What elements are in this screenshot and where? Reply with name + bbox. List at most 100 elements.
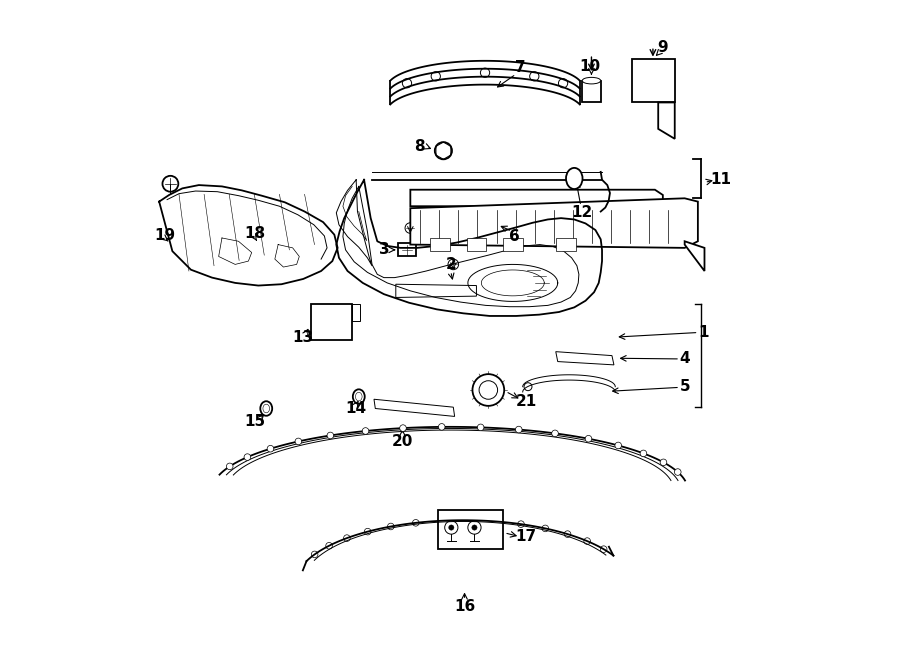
- Polygon shape: [410, 198, 698, 248]
- Polygon shape: [352, 304, 360, 321]
- Circle shape: [492, 518, 499, 525]
- Circle shape: [640, 450, 647, 457]
- Circle shape: [316, 309, 327, 319]
- Text: 4: 4: [680, 352, 690, 366]
- Text: 21: 21: [516, 394, 537, 408]
- Circle shape: [530, 71, 539, 81]
- Circle shape: [431, 71, 440, 81]
- Circle shape: [518, 521, 525, 527]
- Circle shape: [465, 517, 472, 524]
- Circle shape: [655, 81, 664, 91]
- Text: 8: 8: [414, 139, 425, 154]
- Circle shape: [316, 323, 327, 334]
- Circle shape: [388, 524, 394, 530]
- Text: 9: 9: [658, 40, 668, 55]
- Circle shape: [163, 176, 178, 192]
- Circle shape: [453, 194, 461, 202]
- Text: 10: 10: [580, 59, 600, 73]
- Circle shape: [472, 525, 477, 530]
- Bar: [398, 243, 417, 256]
- Circle shape: [400, 425, 406, 432]
- Circle shape: [655, 66, 664, 75]
- Circle shape: [405, 223, 416, 233]
- Circle shape: [524, 383, 532, 391]
- Circle shape: [332, 309, 343, 319]
- Text: 16: 16: [454, 600, 475, 614]
- Circle shape: [615, 442, 622, 449]
- Bar: [503, 238, 523, 251]
- Circle shape: [477, 424, 484, 431]
- Circle shape: [472, 374, 504, 406]
- Circle shape: [326, 543, 332, 549]
- Circle shape: [618, 194, 626, 202]
- Text: 12: 12: [572, 206, 593, 220]
- Circle shape: [486, 194, 493, 202]
- Text: 5: 5: [680, 379, 690, 394]
- Text: 17: 17: [516, 529, 536, 544]
- Bar: [556, 238, 576, 251]
- Bar: [632, 59, 675, 102]
- Circle shape: [244, 454, 251, 461]
- Circle shape: [585, 194, 593, 202]
- Text: 15: 15: [245, 414, 266, 429]
- Bar: [582, 81, 600, 102]
- Polygon shape: [556, 352, 614, 365]
- Polygon shape: [658, 102, 675, 139]
- Circle shape: [227, 463, 233, 470]
- Polygon shape: [396, 284, 476, 297]
- Text: 1: 1: [698, 325, 709, 340]
- Circle shape: [445, 521, 458, 534]
- Circle shape: [468, 521, 482, 534]
- Circle shape: [600, 546, 607, 553]
- Circle shape: [516, 426, 522, 433]
- Circle shape: [564, 531, 571, 537]
- Bar: [438, 510, 503, 549]
- Circle shape: [344, 535, 350, 541]
- Circle shape: [295, 438, 302, 445]
- Text: 13: 13: [292, 330, 314, 344]
- Bar: [311, 304, 352, 340]
- Circle shape: [438, 424, 445, 430]
- Ellipse shape: [566, 168, 582, 189]
- Text: 6: 6: [508, 229, 519, 244]
- Circle shape: [518, 194, 526, 202]
- Circle shape: [552, 430, 558, 437]
- Circle shape: [479, 381, 498, 399]
- Circle shape: [412, 520, 419, 526]
- Text: 20: 20: [392, 434, 413, 449]
- Text: 14: 14: [346, 401, 366, 416]
- Circle shape: [661, 459, 667, 465]
- Polygon shape: [410, 190, 662, 206]
- Circle shape: [637, 66, 646, 75]
- Circle shape: [362, 428, 369, 434]
- Circle shape: [419, 194, 428, 202]
- Circle shape: [606, 356, 612, 363]
- Ellipse shape: [353, 389, 364, 404]
- Bar: [466, 238, 486, 251]
- Ellipse shape: [356, 392, 362, 401]
- Circle shape: [585, 436, 592, 442]
- Ellipse shape: [582, 77, 600, 84]
- Ellipse shape: [260, 401, 272, 416]
- Text: 18: 18: [245, 226, 266, 241]
- Circle shape: [448, 259, 459, 270]
- Circle shape: [438, 518, 446, 524]
- Circle shape: [402, 79, 411, 88]
- Circle shape: [449, 525, 454, 530]
- Circle shape: [267, 446, 274, 452]
- Polygon shape: [374, 399, 454, 416]
- Circle shape: [327, 432, 334, 439]
- Circle shape: [435, 142, 452, 159]
- Circle shape: [552, 194, 560, 202]
- Circle shape: [542, 525, 549, 531]
- Text: 7: 7: [516, 60, 526, 75]
- Text: 2: 2: [446, 257, 456, 272]
- Circle shape: [637, 81, 646, 91]
- Bar: [430, 238, 450, 251]
- Circle shape: [674, 469, 681, 475]
- Ellipse shape: [263, 404, 269, 412]
- Text: 11: 11: [710, 173, 732, 187]
- Circle shape: [559, 79, 568, 88]
- Circle shape: [584, 538, 590, 545]
- Circle shape: [332, 323, 343, 334]
